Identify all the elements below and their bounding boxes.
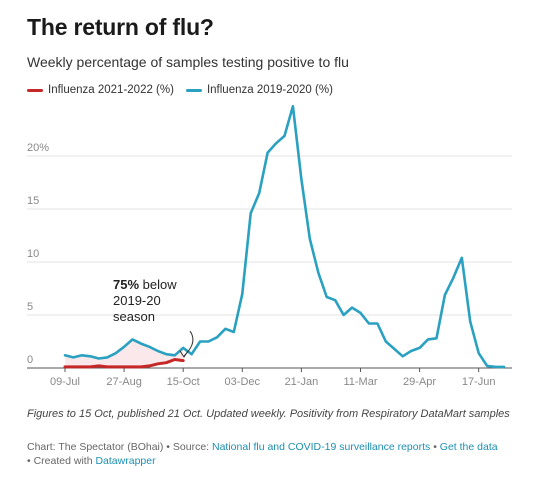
chart-legend: Influenza 2021-2022 (%) Influenza 2019-2…	[27, 84, 345, 96]
credit-sep-3: •	[27, 455, 34, 467]
y-tick-labels: 0 5 10 15 20%	[27, 142, 49, 366]
x-tick-label: 15-Oct	[167, 376, 200, 388]
source-label: Source:	[172, 441, 212, 453]
y-tick-label: 5	[27, 301, 33, 313]
annotation-bold: 75%	[113, 277, 139, 292]
datawrapper-link[interactable]: Datawrapper	[95, 455, 156, 467]
annotation: 75% below 2019-20 season	[113, 277, 194, 358]
difference-area	[65, 339, 184, 367]
legend-swatch-2019	[185, 88, 202, 92]
footer-note: Figures to 15 Oct, published 21 Oct. Upd…	[27, 408, 510, 420]
chart-title: The return of flu?	[27, 14, 214, 40]
chart-subtitle: Weekly percentage of samples testing pos…	[27, 54, 349, 70]
annotation-arrowhead	[179, 350, 189, 358]
legend-label-2019: Influenza 2019-2020 (%)	[206, 84, 333, 96]
credit-sep-1: •	[163, 441, 173, 453]
x-tick-label: 27-Aug	[106, 376, 141, 388]
annotation-line-2: 2019-20	[113, 293, 161, 308]
y-tick-label: 15	[27, 195, 39, 207]
legend-label-2021: Influenza 2021-2022 (%)	[48, 84, 174, 96]
source-link[interactable]: National flu and COVID-19 surveillance r…	[212, 441, 431, 453]
chart-credit: Chart: The Spectator (BOhai)	[27, 441, 164, 453]
credit-sep-2: •	[430, 441, 440, 453]
x-tick-labels: 09-Jul 27-Aug 15-Oct 03-Dec 21-Jan 11-Mar 29-A…	[50, 368, 495, 388]
legend-item-2019: Influenza 2019-2020 (%)	[185, 84, 333, 96]
y-tick-label: 20%	[27, 142, 49, 154]
legend-item-2021: Influenza 2021-2022 (%)	[27, 84, 174, 96]
x-tick-label: 03-Dec	[225, 376, 261, 388]
created-with-label: Created with	[33, 455, 96, 467]
y-tick-label: 0	[27, 354, 33, 366]
y-tick-label: 10	[27, 248, 39, 260]
get-data-link[interactable]: Get the data	[439, 441, 498, 453]
series-line-2019-2020	[63, 104, 506, 369]
x-tick-label: 11-Mar	[343, 376, 377, 388]
x-tick-label: 17-Jun	[462, 376, 496, 388]
series-line-2021-2022	[63, 358, 185, 369]
x-tick-label: 29-Apr	[403, 376, 436, 388]
footer-credits: Chart: The Spectator (BOhai) • Source: N…	[27, 440, 527, 468]
x-tick-label: 09-Jul	[50, 376, 80, 388]
grid-layer	[27, 155, 512, 369]
x-tick-label: 21-Jan	[285, 376, 319, 388]
annotation-line-1: 75% below	[113, 277, 177, 292]
legend-swatch-2021	[27, 88, 43, 92]
annotation-line-3: season	[113, 309, 155, 324]
annotation-text-1: below	[139, 277, 177, 292]
